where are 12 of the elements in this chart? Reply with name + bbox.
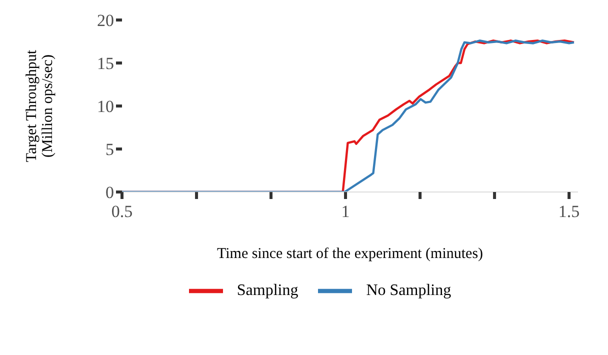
y-tick-label: 15 — [97, 54, 114, 74]
y-tick-label: 20 — [97, 11, 114, 30]
y-tick-label: 10 — [97, 97, 114, 116]
x-tick-label: 0.5 — [111, 202, 133, 222]
y-axis-title: Target Throughput (Million ops/sec) — [24, 49, 56, 162]
y-tick-label: 5 — [106, 140, 114, 160]
x-axis-title: Time since start of the experiment (minutes) — [216, 246, 484, 262]
x-tick-label: 1.5 — [558, 202, 580, 222]
legend-label: No Sampling — [366, 282, 452, 299]
y-tick-label: 0 — [106, 183, 114, 202]
x-tick-label: 1 — [341, 202, 350, 222]
legend-label: Sampling — [236, 282, 298, 299]
